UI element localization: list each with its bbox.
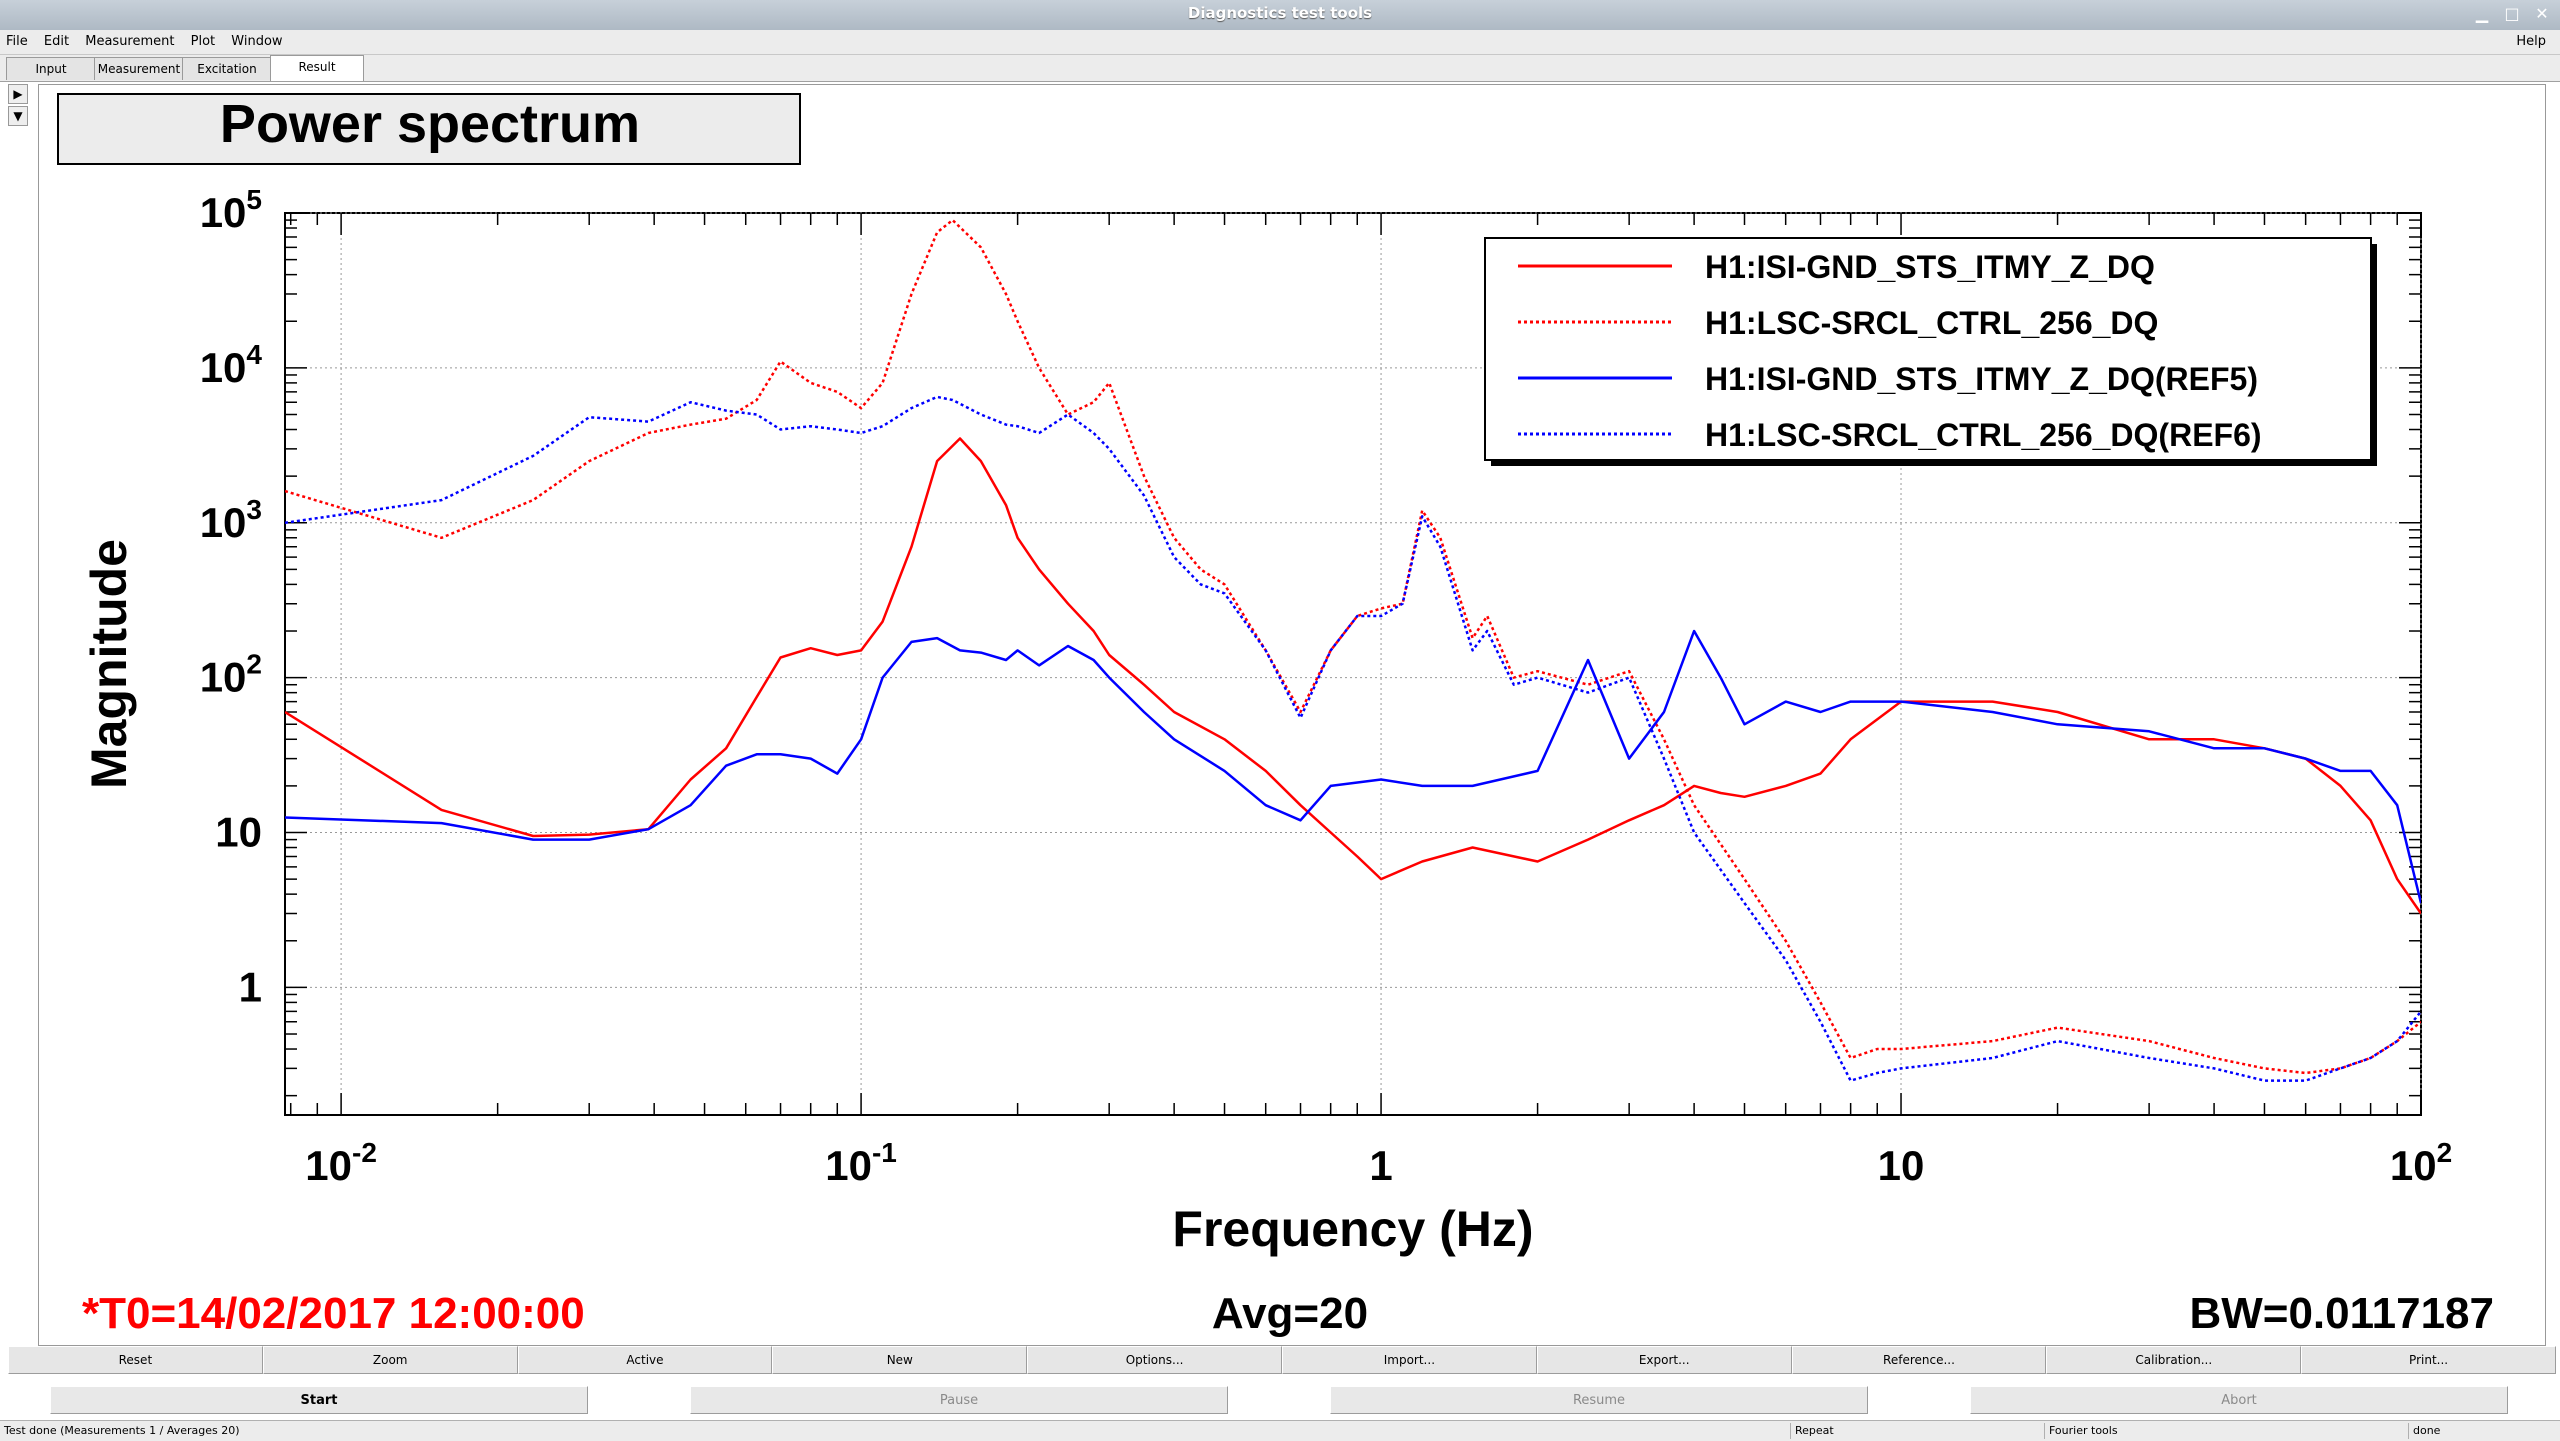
status-message: Test done (Measurements 1 / Averages 20) <box>4 1424 240 1437</box>
x-tick-label: 10-1 <box>825 1137 897 1189</box>
series-group <box>285 218 2421 1082</box>
window-controls: ▁ □ ✕ <box>2472 4 2552 23</box>
legend-label: H1:ISI-GND_STS_ITMY_Z_DQ <box>1705 249 2155 285</box>
y-tick-labels: 1 10 102 103 104 105 <box>200 184 263 1010</box>
arrow-right-icon[interactable]: ▶ <box>8 84 28 104</box>
status-tool: Fourier tools <box>2044 1423 2409 1439</box>
menu-window[interactable]: Window <box>231 34 283 49</box>
status-state: done <box>2408 1423 2560 1439</box>
y-tick-label: 1 <box>239 963 262 1010</box>
y-tick-label: 102 <box>200 649 262 701</box>
power-spectrum-chart[interactable]: Power spectrum 10-2 10-1 1 10 102 1101021031… <box>0 0 2560 1340</box>
x-tick-label: 1 <box>1369 1142 1392 1189</box>
menu-edit[interactable]: Edit <box>43 34 70 49</box>
status-repeat: Repeat <box>1790 1423 2045 1439</box>
plot-toolbar: Reset Zoom Active New Options... Import.… <box>8 1346 2556 1374</box>
active-button[interactable]: Active <box>517 1346 773 1374</box>
x-axis-label: Frequency (Hz) <box>1172 1201 1533 1257</box>
avg-label: Avg=20 <box>1212 1289 1368 1338</box>
legend-label: H1:ISI-GND_STS_ITMY_Z_DQ(REF5) <box>1705 361 2258 397</box>
legend-label: H1:LSC-SRCL_CTRL_256_DQ <box>1705 305 2158 341</box>
y-tick-label: 103 <box>200 494 262 546</box>
menu-plot[interactable]: Plot <box>190 34 216 49</box>
y-tick-label: 104 <box>200 339 263 391</box>
close-icon[interactable]: ✕ <box>2535 4 2549 23</box>
bw-label: BW=0.0117187 <box>2189 1289 2494 1338</box>
maximize-icon[interactable]: □ <box>2504 4 2520 23</box>
pause-button[interactable]: Pause <box>690 1386 1228 1414</box>
status-bar: Test done (Measurements 1 / Averages 20)… <box>0 1420 2560 1441</box>
tab-bar: Input Measurement Excitation Result <box>0 55 2560 82</box>
chart-legend: H1:ISI-GND_STS_ITMY_Z_DQ H1:LSC-SRCL_CTRL… <box>1484 237 2377 466</box>
print-button[interactable]: Print... <box>2301 1346 2556 1374</box>
series-line-4 <box>285 395 2421 1082</box>
chart-title-box <box>57 93 801 165</box>
abort-button[interactable]: Abort <box>1970 1386 2508 1414</box>
tab-result[interactable]: Result <box>270 55 364 81</box>
tab-excitation[interactable]: Excitation <box>182 57 272 80</box>
new-button[interactable]: New <box>772 1346 1028 1374</box>
export-button[interactable]: Export... <box>1536 1346 1792 1374</box>
reference-button[interactable]: Reference... <box>1791 1346 2047 1374</box>
zoom-button[interactable]: Zoom <box>262 1346 518 1374</box>
legend-label: H1:LSC-SRCL_CTRL_256_DQ(REF6) <box>1705 417 2262 453</box>
arrow-down-icon[interactable]: ▼ <box>8 106 28 126</box>
menu-file[interactable]: File <box>6 34 28 49</box>
reset-button[interactable]: Reset <box>8 1346 263 1374</box>
import-button[interactable]: Import... <box>1281 1346 1537 1374</box>
x-tick-labels: 10-2 10-1 1 10 102 <box>305 1137 2452 1189</box>
start-button[interactable]: Start <box>50 1386 588 1414</box>
menu-help[interactable]: Help <box>2516 34 2546 49</box>
series-line-1 <box>285 437 2421 915</box>
t0-label: *T0=14/02/2017 12:00:00 <box>82 1289 585 1338</box>
pad-selector: ▶ ▼ <box>8 84 28 128</box>
tab-measurement[interactable]: Measurement <box>94 57 184 80</box>
y-axis-label: Magnitude <box>81 539 137 789</box>
window-title: Diagnostics test tools <box>1187 4 1373 22</box>
x-tick-label: 10 <box>1878 1142 1925 1189</box>
y-tick-label: 10 <box>215 809 262 856</box>
axis-ticks <box>285 212 2422 1115</box>
plot-frame <box>38 84 2546 1346</box>
chart-title: Power spectrum <box>220 94 640 154</box>
run-controls: Start Pause Resume Abort <box>0 1386 2560 1416</box>
menu-measurement[interactable]: Measurement <box>85 34 175 49</box>
options-button[interactable]: Options... <box>1027 1346 1282 1374</box>
x-tick-label: 102 <box>2390 1137 2452 1189</box>
menu-bar: File Edit Measurement Plot Window Help <box>0 30 2560 55</box>
y-tick-label: 105 <box>200 184 262 236</box>
calibration-button[interactable]: Calibration... <box>2046 1346 2302 1374</box>
resume-button[interactable]: Resume <box>1330 1386 1868 1414</box>
series-line-3 <box>285 629 2421 904</box>
x-tick-label: 10-2 <box>305 1137 377 1189</box>
series-line-2 <box>285 218 2421 1075</box>
minimize-icon[interactable]: ▁ <box>2475 4 2489 23</box>
